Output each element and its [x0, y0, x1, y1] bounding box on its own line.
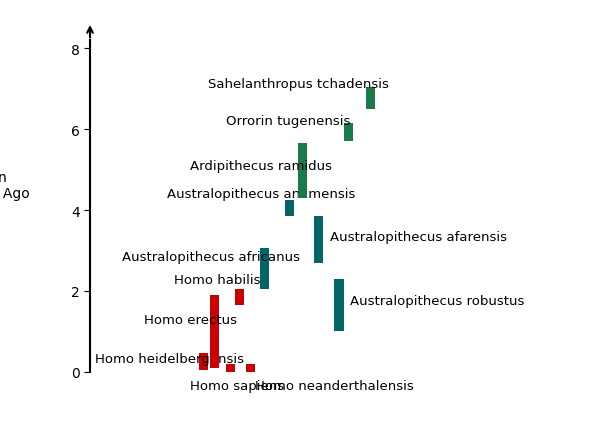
Text: Homo neanderthalensis: Homo neanderthalensis — [255, 380, 414, 392]
Bar — [366, 88, 375, 110]
Bar — [334, 279, 344, 331]
Bar — [210, 295, 219, 368]
Bar — [260, 249, 269, 289]
Text: Homo habilis: Homo habilis — [174, 273, 260, 286]
Bar — [199, 354, 208, 370]
Text: Homo erectus: Homo erectus — [145, 313, 238, 326]
Text: Australopithecus anamensis: Australopithecus anamensis — [167, 188, 355, 201]
Text: Homo sapiens: Homo sapiens — [190, 380, 284, 392]
Bar — [298, 144, 307, 199]
Text: Homo heidelbergensis: Homo heidelbergensis — [95, 352, 244, 366]
Bar — [246, 365, 255, 372]
Bar — [226, 365, 235, 372]
Y-axis label: Million
Years Ago: Million Years Ago — [0, 171, 30, 201]
Text: Australopithecus robustus: Australopithecus robustus — [350, 295, 524, 308]
Text: Sahelanthropus tchadensis: Sahelanthropus tchadensis — [208, 78, 389, 91]
Text: Ardipithecus ramidus: Ardipithecus ramidus — [190, 160, 332, 173]
Bar — [344, 124, 353, 142]
Bar — [314, 216, 323, 263]
Bar — [235, 289, 244, 305]
Bar — [284, 201, 294, 216]
Text: Australopithecus afarensis: Australopithecus afarensis — [330, 230, 507, 243]
Text: Australopithecus africanus: Australopithecus africanus — [122, 250, 299, 263]
Text: Orrorin tugenensis: Orrorin tugenensis — [226, 115, 350, 127]
